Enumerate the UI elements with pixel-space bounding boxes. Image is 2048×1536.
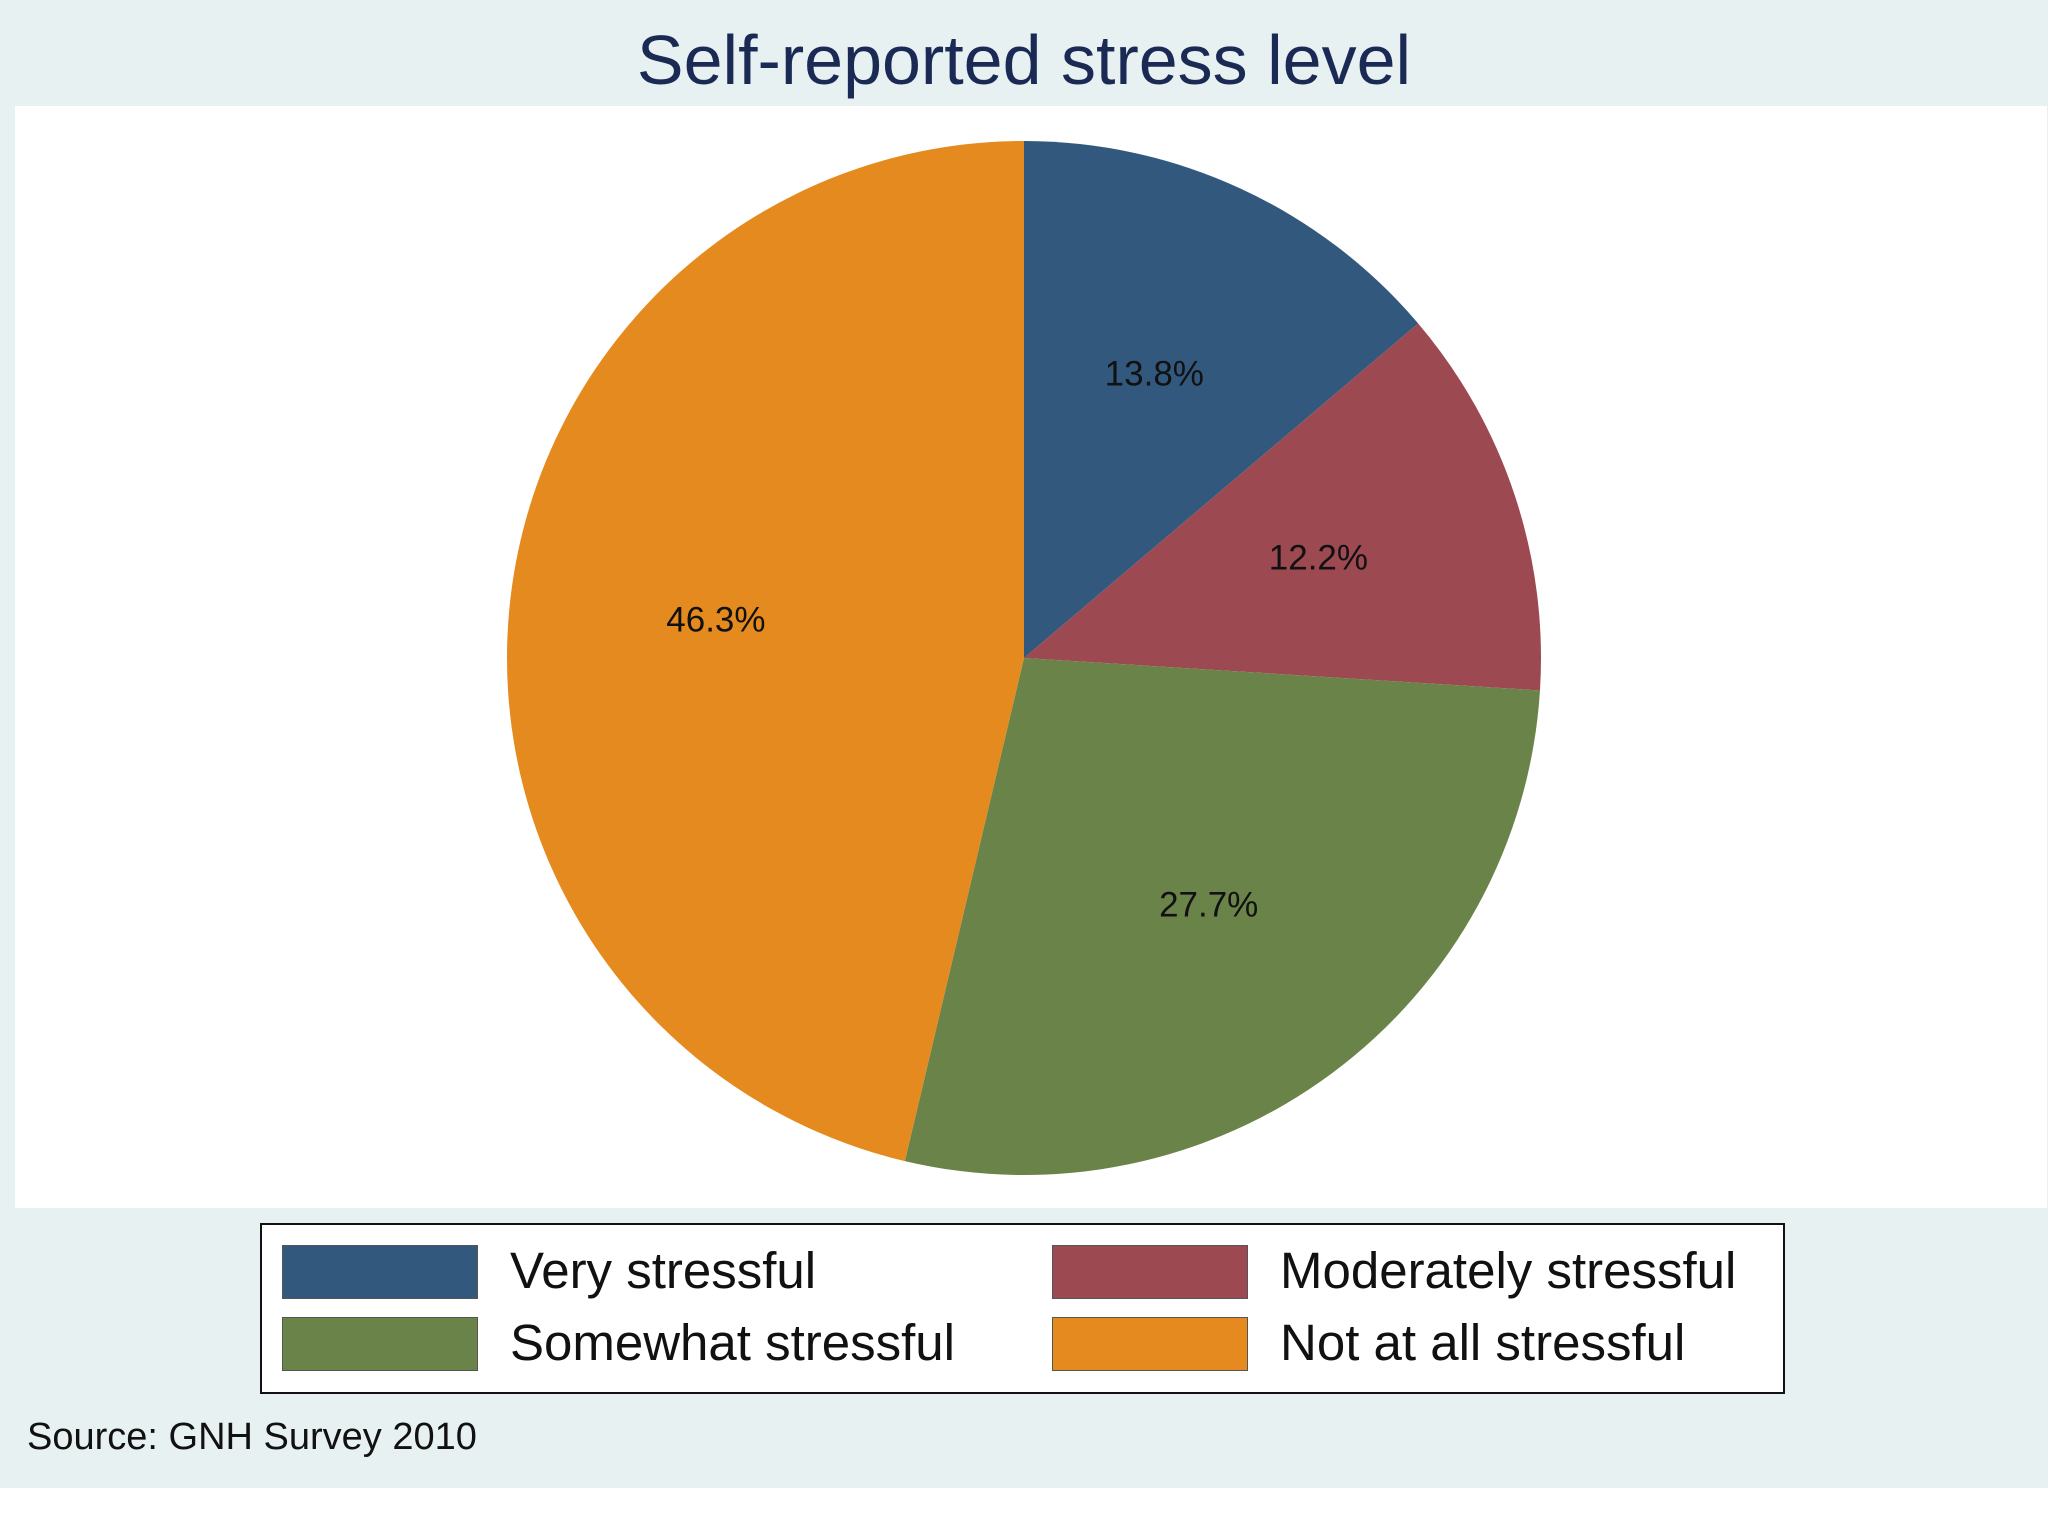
legend-swatch (282, 1245, 478, 1299)
pie-slice-moderately-stressful (1024, 323, 1541, 691)
legend-label: Moderately stressful (1280, 1242, 1737, 1299)
legend-swatch (1052, 1245, 1248, 1299)
legend-swatch (282, 1317, 478, 1371)
chart-title: Self-reported stress level (636, 21, 1412, 99)
slice-label: 12.2% (1269, 539, 1368, 578)
legend-label: Not at all stressful (1280, 1314, 1686, 1371)
pie-slice-somewhat-stressful (904, 658, 1540, 1175)
source-note: Source: GNH Survey 2010 (27, 1416, 477, 1458)
pie-slice-not-at-all-stressful (506, 141, 1024, 1162)
plot-area: 13.8% 12.2% 27.7% 46.3% (15, 106, 2047, 1208)
legend: Very stressful Moderately stressful Some… (260, 1223, 1785, 1394)
legend-label: Very stressful (510, 1242, 817, 1299)
legend-swatch (1052, 1317, 1248, 1371)
slice-label: 13.8% (1105, 355, 1204, 394)
pie-slice-very-stressful (1024, 141, 1419, 658)
legend-label: Somewhat stressful (510, 1314, 956, 1371)
slice-label: 46.3% (666, 600, 765, 639)
slice-label: 27.7% (1159, 885, 1258, 924)
chart-frame: Self-reported stress level 13.8% 12.2% 27.… (0, 0, 2048, 1488)
pie-chart: 13.8% 12.2% 27.7% 46.3% (506, 141, 1541, 1175)
